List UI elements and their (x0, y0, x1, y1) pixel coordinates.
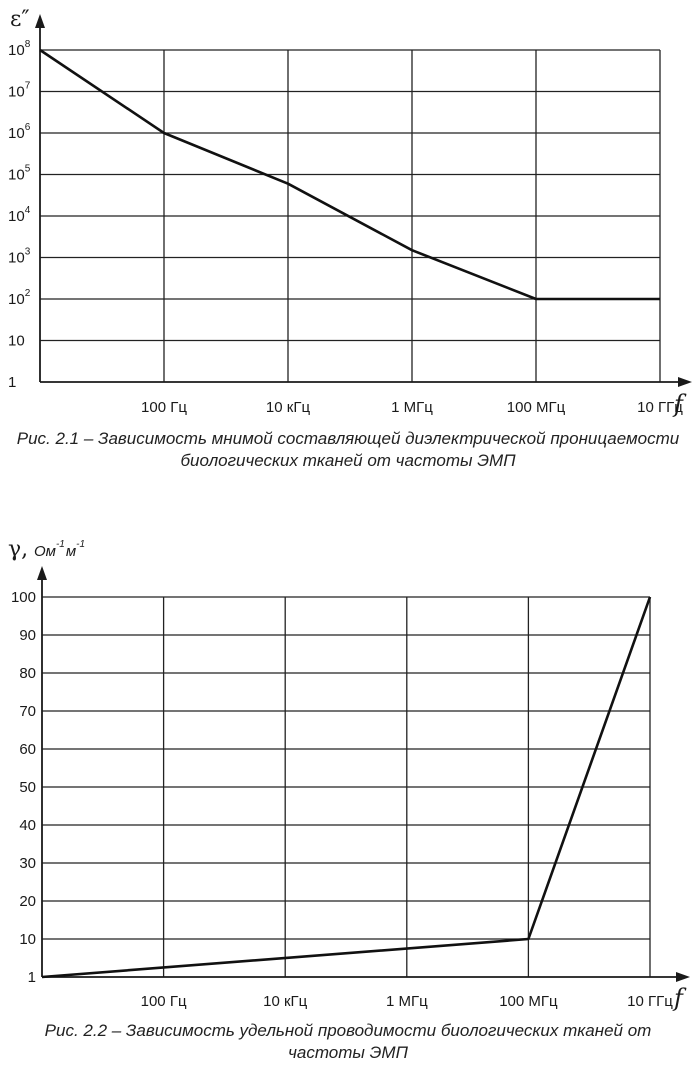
chart1-y-tick-label: 102 (8, 288, 31, 308)
chart2-y-tick-label: 20 (19, 893, 36, 910)
chart1-x-tick-labels: 100 Гц 10 кГц 1 МГц 100 МГц 10 ГГц (141, 399, 683, 416)
chart1-y-tick-label: 107 (8, 81, 31, 101)
chart2-y-tick-label: 60 (19, 741, 36, 758)
chart2-y-tick-label: 80 (19, 665, 36, 682)
chart2-y-arrow (37, 566, 47, 580)
chart2-y-axis-label: γ, (8, 537, 28, 562)
chart1-y-tick-label: 103 (8, 247, 31, 267)
chart2-x-tick-labels: 100 Гц 10 кГц 1 МГц 100 МГц 10 ГГц (141, 993, 674, 1010)
unit-base-m: м (66, 543, 76, 560)
chart1-series (39, 48, 660, 301)
unit-exp-m: -1 (76, 539, 85, 550)
chart1-y-tick-label: 10 (8, 333, 25, 350)
chart1-caption: Рис. 2.1 – Зависимость мнимой составляющ… (16, 429, 680, 470)
chart2-x-tick-label: 10 ГГц (627, 993, 673, 1010)
chart1-axes (35, 14, 692, 387)
chart1-x-tick-label: 10 ГГц (637, 399, 683, 416)
chart1-y-tick-label: 106 (8, 122, 31, 142)
chart2-axes (37, 566, 690, 982)
chart1-x-axis-label: f (672, 390, 687, 418)
chart2-y-tick-label: 40 (19, 817, 36, 834)
chart2-series (41, 596, 652, 979)
chart2-x-axis-label: f (672, 984, 687, 1012)
chart2-x-tick-label: 100 МГц (499, 993, 558, 1010)
chart2-x-tick-label: 10 кГц (263, 993, 308, 1010)
chart2-grid (42, 596, 651, 977)
chart2-x-tick-label: 1 МГц (386, 993, 428, 1010)
chart2-caption: Рис. 2.2 – Зависимость удельной проводим… (44, 1021, 652, 1062)
chart2-y-tick-label: 90 (19, 627, 36, 644)
chart2-y-tick-label: 70 (19, 703, 36, 720)
chart1-grid (40, 49, 661, 382)
chart2-y-tick-label: 1 (28, 969, 36, 986)
chart1-x-tick-label: 100 Гц (141, 399, 187, 416)
chart-dielectric-loss: 1 10 102 103 104 105 106 107 108 100 Гц 10 кГц 1 М… (8, 7, 692, 418)
chart2-y-tick-label: 50 (19, 779, 36, 796)
chart2-y-tick-label: 10 (19, 931, 36, 948)
chart2-x-tick-label: 100 Гц (141, 993, 187, 1010)
chart1-y-tick-label: 105 (8, 164, 31, 184)
chart1-y-tick-labels: 1 10 102 103 104 105 106 107 108 (8, 39, 31, 391)
chart2-y-tick-label: 100 (11, 589, 36, 606)
chart2-y-tick-label: 30 (19, 855, 36, 872)
chart2-y-tick-labels: 1 10 20 30 40 50 60 70 80 90 100 (11, 589, 36, 986)
chart2-series-line (41, 596, 652, 979)
chart1-y-tick-label: 1 (8, 374, 16, 391)
chart-conductivity: 1 10 20 30 40 50 60 70 80 90 100 100 Гц 10 кГц 1 МГц… (8, 537, 690, 1012)
chart1-y-arrow (35, 14, 45, 28)
chart2-y-unit: Ом-1м-1 (34, 539, 85, 560)
chart1-series-line (39, 48, 660, 301)
unit-exp-ohm: -1 (56, 539, 65, 550)
chart1-y-tick-label: 104 (8, 205, 31, 225)
chart1-x-tick-label: 100 МГц (507, 399, 566, 416)
unit-base-ohm: Ом (34, 543, 56, 560)
chart1-y-tick-label: 108 (8, 39, 31, 59)
chart1-y-axis-label: ε″ (10, 7, 30, 32)
chart2-x-arrow (676, 972, 690, 982)
chart1-x-tick-label: 10 кГц (266, 399, 311, 416)
chart1-x-arrow (678, 377, 692, 387)
chart1-x-tick-label: 1 МГц (391, 399, 433, 416)
